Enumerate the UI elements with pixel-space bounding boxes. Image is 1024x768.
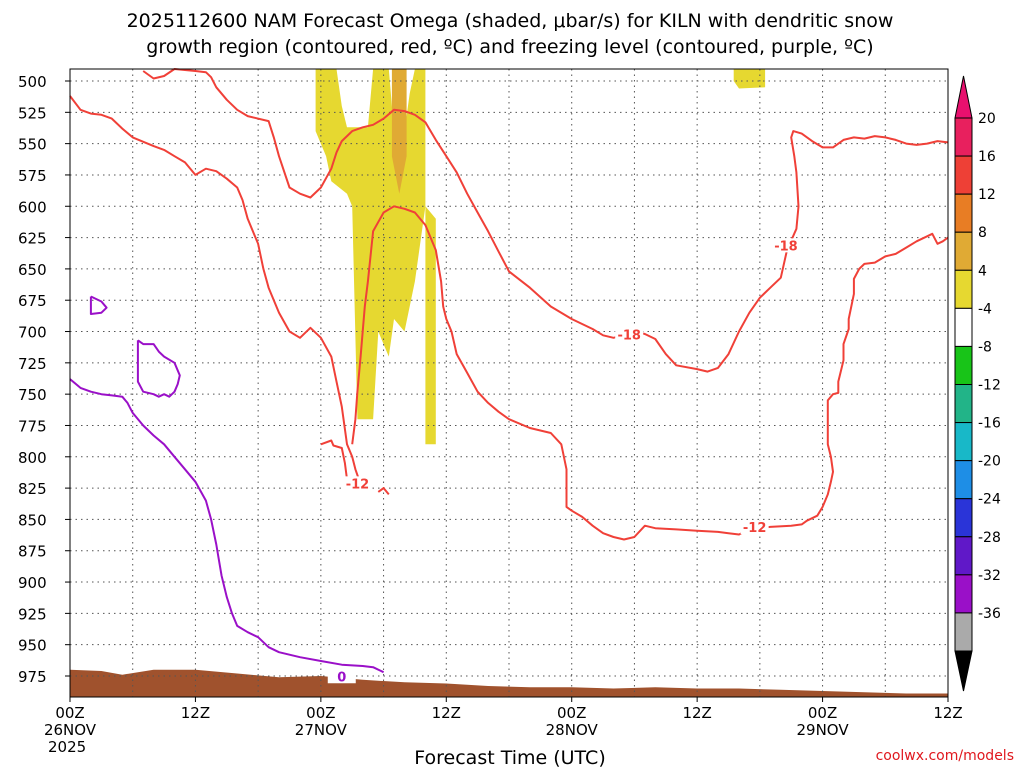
contour-layer xyxy=(69,68,949,674)
colorbar-label-12: -32 xyxy=(978,568,1001,584)
x-tick-label-1: 12Z xyxy=(181,704,210,722)
colorbar-label-13: -36 xyxy=(978,606,1001,622)
contour-label-1: -18 xyxy=(774,239,798,254)
freezing-contour-1 xyxy=(89,295,108,315)
dgz-contour-4 xyxy=(377,487,390,496)
colorbar-label-5: -4 xyxy=(978,301,992,317)
colorbar-swatch-3 xyxy=(954,231,973,271)
colorbar-swatch-2 xyxy=(954,193,973,233)
y-axis: 500 525 550 575 600 625 650 675 700 725 750 775 800 8… xyxy=(18,73,70,686)
contour-label-0: -18 xyxy=(617,328,641,343)
colorbar-swatch-8 xyxy=(954,422,973,462)
colorbar: 20 16 12 8 4 -4 -8 -12 -16 -20 -24 -28 -32 -36 xyxy=(954,75,1001,692)
colorbar-bottom-triangle xyxy=(954,650,973,692)
colorbar-swatch-13 xyxy=(954,612,973,652)
colorbar-label-4: 4 xyxy=(978,263,987,279)
terrain-layer xyxy=(70,669,948,697)
y-tick-label-875: 875 xyxy=(18,543,47,561)
y-tick-label-500: 500 xyxy=(18,73,47,91)
x-tick-label-4: 00Z xyxy=(557,704,586,722)
colorbar-label-10: -24 xyxy=(978,492,1001,508)
x-axis-label: Forecast Time (UTC) xyxy=(414,747,605,768)
colorbar-label-6: -8 xyxy=(978,339,992,355)
colorbar-label-0: 20 xyxy=(978,111,996,127)
contour-label-2: -12 xyxy=(346,477,370,492)
x-tick-date-2: 27NOV xyxy=(295,721,348,739)
dgz-contour-0 xyxy=(69,95,362,485)
y-tick-label-525: 525 xyxy=(18,104,47,122)
colorbar-swatch-9 xyxy=(954,460,973,500)
x-tick-date-4: 28NOV xyxy=(546,721,599,739)
y-tick-label-950: 950 xyxy=(18,637,47,655)
x-tick-date-0: 26NOV xyxy=(44,721,97,739)
contour-label-bg-3 xyxy=(740,520,769,535)
contour-label-bg-1 xyxy=(771,238,800,253)
colorbar-label-1: 16 xyxy=(978,149,996,165)
chart-title-line2: growth region (contoured, red, ºC) and f… xyxy=(146,36,873,58)
dgz-contour-1 xyxy=(142,68,949,373)
x-tick-label-5: 12Z xyxy=(682,704,711,722)
y-tick-label-650: 650 xyxy=(18,261,47,279)
colorbar-swatch-10 xyxy=(954,498,973,538)
omega-region-1 xyxy=(733,69,766,89)
y-tick-label-925: 925 xyxy=(18,605,47,623)
colorbar-swatch-5 xyxy=(954,307,973,347)
freezing-contour-2 xyxy=(136,339,181,398)
contour-label-layer: -18 -18 -12 -12 0 xyxy=(327,238,800,685)
freezing-contour-0 xyxy=(69,378,385,674)
y-tick-label-600: 600 xyxy=(18,198,47,216)
contour-label-3: -12 xyxy=(743,521,767,536)
y-tick-label-775: 775 xyxy=(18,417,47,435)
contour-label-bg-0 xyxy=(615,327,644,342)
colorbar-swatch-0 xyxy=(954,117,973,157)
y-tick-label-550: 550 xyxy=(18,136,47,154)
y-tick-label-675: 675 xyxy=(18,292,47,310)
colorbar-label-2: 12 xyxy=(978,187,996,203)
colorbar-swatch-12 xyxy=(954,574,973,614)
y-tick-label-800: 800 xyxy=(18,449,47,467)
contour-label-bg-4 xyxy=(327,669,356,684)
y-tick-label-700: 700 xyxy=(18,324,47,342)
contour-label-bg-2 xyxy=(343,476,372,491)
omega-region-0 xyxy=(315,69,436,445)
grid-layer xyxy=(70,69,948,697)
colorbar-swatch-7 xyxy=(954,384,973,424)
dgz-contour-3 xyxy=(351,205,949,541)
x-tick-label-0: 00Z xyxy=(55,704,84,722)
colorbar-label-3: 8 xyxy=(978,225,987,241)
colorbar-swatch-11 xyxy=(954,536,973,576)
x-tick-label-7: 12Z xyxy=(933,704,962,722)
omega-shading-layer xyxy=(315,69,766,445)
y-tick-label-625: 625 xyxy=(18,230,47,248)
omega-region-2 xyxy=(391,69,407,194)
y-tick-label-750: 750 xyxy=(18,386,47,404)
contour-label-4: 0 xyxy=(337,670,346,685)
x-tick-label-3: 12Z xyxy=(432,704,461,722)
colorbar-swatch-6 xyxy=(954,345,973,385)
chart-title-line1: 2025112600 NAM Forecast Omega (shaded, μ… xyxy=(127,10,894,32)
colorbar-swatch-1 xyxy=(954,155,973,195)
terrain-fill xyxy=(70,669,948,697)
y-tick-label-725: 725 xyxy=(18,355,47,373)
x-tick-label-2: 00Z xyxy=(306,704,335,722)
y-tick-label-900: 900 xyxy=(18,574,47,592)
x-tick-date-6: 29NOV xyxy=(797,721,850,739)
plot-frame xyxy=(69,68,949,698)
colorbar-label-7: -12 xyxy=(978,378,1001,394)
x-tick-year-0: 2025 xyxy=(48,738,86,756)
colorbar-swatch-4 xyxy=(954,269,973,309)
colorbar-label-9: -20 xyxy=(978,454,1001,470)
colorbar-label-8: -16 xyxy=(978,416,1001,432)
credit-text: coolwx.com/models xyxy=(876,748,1014,764)
x-tick-label-6: 00Z xyxy=(808,704,837,722)
y-tick-label-850: 850 xyxy=(18,511,47,529)
y-tick-label-575: 575 xyxy=(18,167,47,185)
y-tick-label-975: 975 xyxy=(18,668,47,686)
colorbar-label-11: -28 xyxy=(978,530,1001,546)
y-tick-label-825: 825 xyxy=(18,480,47,498)
